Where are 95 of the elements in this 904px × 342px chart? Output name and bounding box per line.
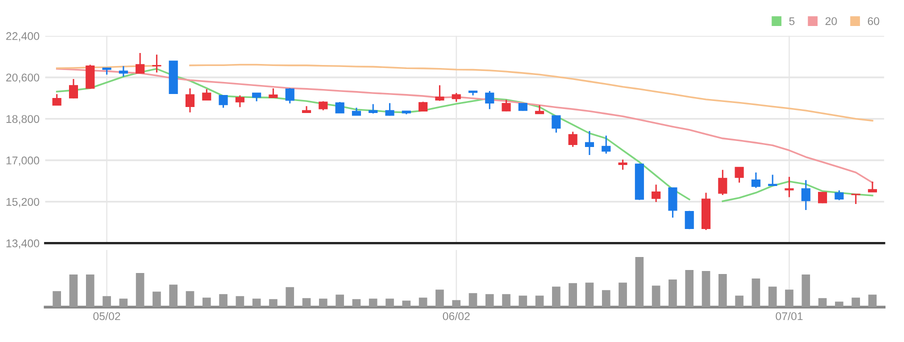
y-tick-label: 15,200 bbox=[6, 198, 40, 208]
candlestick bbox=[52, 93, 62, 106]
candlestick bbox=[834, 190, 844, 201]
bar bbox=[602, 290, 610, 308]
candlestick bbox=[118, 65, 128, 78]
bar bbox=[468, 293, 478, 308]
bar bbox=[685, 270, 694, 308]
bar bbox=[552, 286, 560, 308]
bar bbox=[136, 273, 144, 308]
candlestick bbox=[186, 88, 195, 114]
bar bbox=[535, 296, 544, 308]
bar bbox=[69, 274, 78, 308]
bar bbox=[485, 294, 494, 308]
legend-label: 60 bbox=[868, 17, 880, 26]
bar bbox=[568, 283, 578, 308]
bar bbox=[286, 287, 294, 308]
bar bbox=[236, 296, 244, 308]
candlestick bbox=[552, 114, 561, 134]
candlestick bbox=[801, 179, 810, 211]
candlestick bbox=[235, 94, 244, 108]
bar bbox=[119, 298, 128, 308]
candlestick bbox=[136, 52, 145, 74]
bar bbox=[219, 294, 228, 308]
bar bbox=[352, 299, 361, 308]
candlestick bbox=[652, 184, 661, 203]
bar bbox=[86, 274, 94, 308]
candlestick bbox=[668, 186, 678, 218]
bar bbox=[202, 298, 211, 308]
bar bbox=[52, 291, 62, 308]
bar bbox=[868, 294, 877, 308]
bar bbox=[652, 286, 660, 308]
candlestick bbox=[86, 64, 95, 90]
candlestick bbox=[68, 78, 78, 100]
bar bbox=[618, 282, 627, 308]
bar bbox=[518, 296, 528, 308]
candlestick bbox=[784, 176, 794, 198]
bar bbox=[252, 298, 261, 308]
bar bbox=[368, 298, 378, 308]
bar bbox=[768, 286, 777, 308]
bar bbox=[752, 278, 760, 308]
candlestick bbox=[368, 103, 378, 114]
candlestick bbox=[568, 131, 578, 148]
bar bbox=[635, 257, 644, 308]
x-tick-label: 05/02 bbox=[93, 312, 120, 320]
bar bbox=[169, 284, 178, 308]
bar bbox=[386, 298, 394, 308]
bar bbox=[102, 296, 111, 308]
bar bbox=[152, 292, 161, 308]
bar bbox=[785, 290, 794, 308]
candlestick bbox=[734, 166, 744, 184]
bar bbox=[702, 271, 710, 308]
candlestick bbox=[602, 134, 611, 154]
bar bbox=[418, 298, 428, 308]
candlestick bbox=[751, 172, 760, 189]
x-tick-label: 06/02 bbox=[442, 312, 470, 320]
bar bbox=[735, 296, 744, 308]
candlestick bbox=[202, 88, 212, 101]
candlestick bbox=[335, 101, 344, 114]
candlestick bbox=[618, 158, 628, 170]
y-tick-label: 13,400 bbox=[6, 239, 40, 249]
candlestick bbox=[768, 174, 778, 186]
bar bbox=[835, 302, 844, 308]
candlestick bbox=[385, 102, 394, 116]
bar bbox=[802, 274, 810, 308]
candlestick bbox=[285, 87, 294, 104]
legend-label: 20 bbox=[826, 17, 837, 26]
bar bbox=[718, 274, 727, 308]
y-tick-label: 17,000 bbox=[6, 156, 40, 166]
bar bbox=[852, 298, 860, 308]
bar bbox=[436, 290, 444, 308]
y-tick-label: 22,400 bbox=[6, 32, 40, 42]
candlestick bbox=[485, 90, 494, 110]
bar bbox=[502, 294, 510, 308]
candlestick bbox=[152, 54, 162, 74]
candlestick bbox=[502, 99, 511, 112]
candlestick bbox=[868, 180, 877, 193]
bar bbox=[585, 282, 594, 308]
candlestick bbox=[718, 169, 728, 196]
candlestick bbox=[584, 130, 594, 156]
bar bbox=[452, 300, 460, 308]
legend-label: 5 bbox=[789, 17, 794, 26]
bar bbox=[336, 294, 344, 308]
x-tick-label: 07/01 bbox=[776, 312, 803, 320]
candlestick bbox=[268, 88, 278, 98]
bar bbox=[302, 298, 311, 308]
bar bbox=[818, 298, 827, 308]
candlestick bbox=[218, 94, 228, 108]
bar bbox=[319, 298, 328, 308]
bar bbox=[402, 300, 411, 308]
bar bbox=[269, 299, 278, 308]
bar bbox=[668, 280, 677, 308]
bar bbox=[186, 291, 194, 308]
candlestick bbox=[435, 84, 444, 102]
y-tick-label: 20,600 bbox=[6, 74, 40, 83]
y-tick-label: 18,800 bbox=[6, 115, 40, 124]
